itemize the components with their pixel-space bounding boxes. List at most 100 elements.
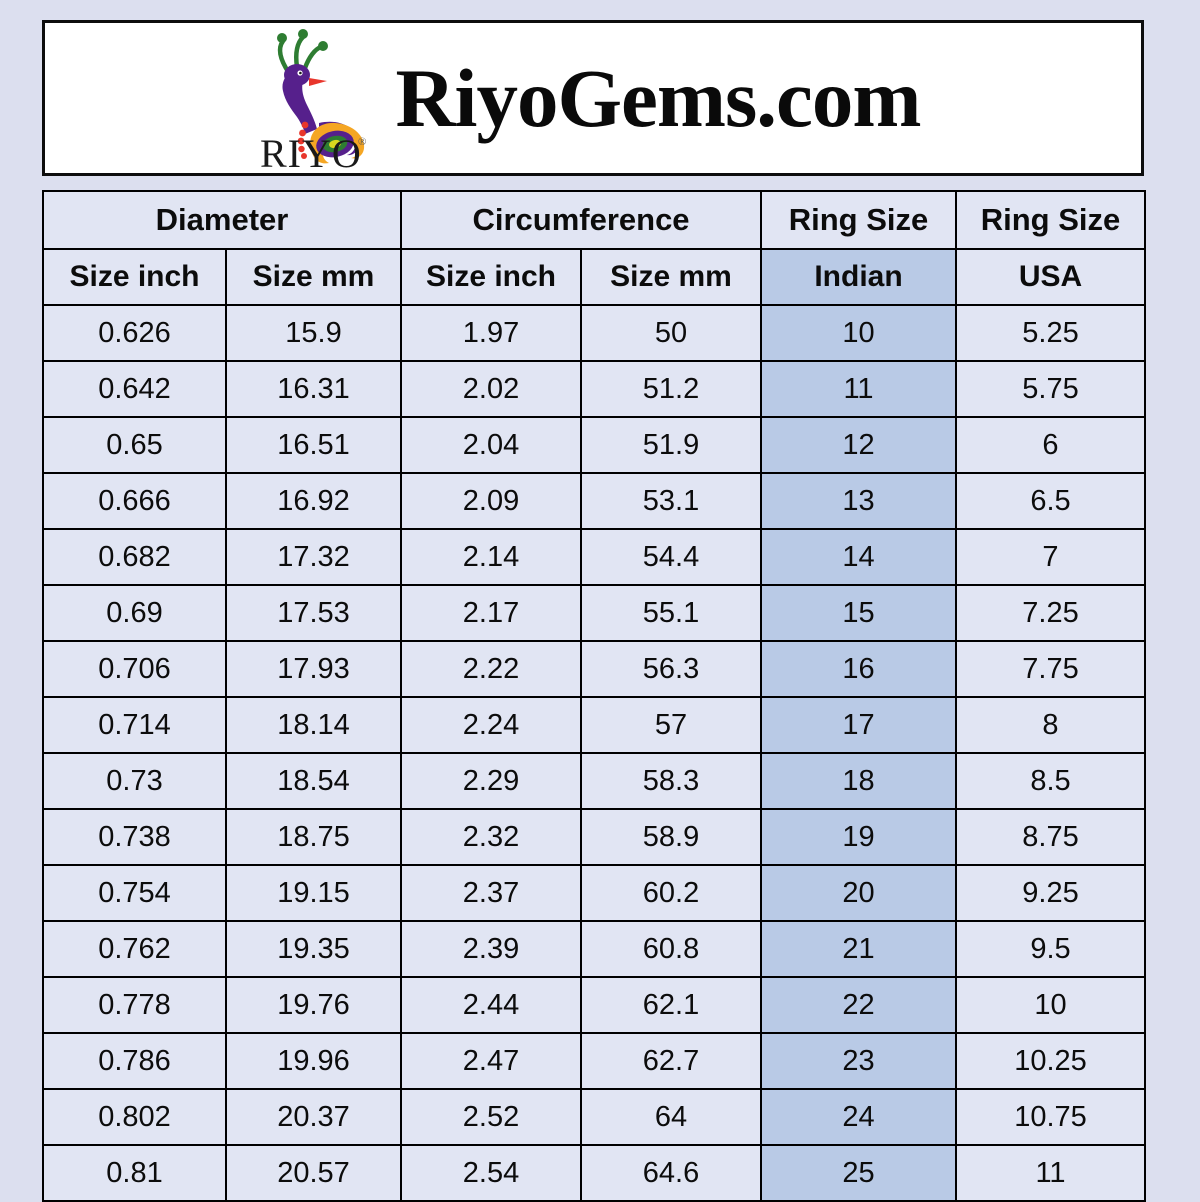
cell-ring-size-indian: 16 bbox=[760, 640, 957, 698]
group-header-circumference: Circumference bbox=[400, 190, 762, 250]
table-row: 0.642 16.31 2.02 51.2 11 5.75 bbox=[42, 360, 1146, 418]
cell-diameter-mm: 19.76 bbox=[225, 976, 402, 1034]
cell-diameter-inch: 0.626 bbox=[42, 304, 227, 362]
cell-diameter-mm: 16.51 bbox=[225, 416, 402, 474]
cell-circumference-inch: 1.97 bbox=[400, 304, 582, 362]
sub-header-circumference-mm: Size mm bbox=[580, 248, 762, 306]
cell-circumference-inch: 2.29 bbox=[400, 752, 582, 810]
cell-ring-size-indian: 17 bbox=[760, 696, 957, 754]
cell-circumference-mm: 60.8 bbox=[580, 920, 762, 978]
cell-circumference-mm: 58.3 bbox=[580, 752, 762, 810]
sub-header-usa: USA bbox=[955, 248, 1146, 306]
cell-ring-size-indian: 13 bbox=[760, 472, 957, 530]
table-row: 0.73 18.54 2.29 58.3 18 8.5 bbox=[42, 752, 1146, 810]
cell-ring-size-indian: 10 bbox=[760, 304, 957, 362]
cell-ring-size-indian: 23 bbox=[760, 1032, 957, 1090]
cell-diameter-inch: 0.706 bbox=[42, 640, 227, 698]
cell-diameter-mm: 17.53 bbox=[225, 584, 402, 642]
cell-circumference-mm: 57 bbox=[580, 696, 762, 754]
table-row: 0.786 19.96 2.47 62.7 23 10.25 bbox=[42, 1032, 1146, 1090]
cell-ring-size-usa: 10.75 bbox=[955, 1088, 1146, 1146]
cell-circumference-mm: 55.1 bbox=[580, 584, 762, 642]
cell-circumference-inch: 2.17 bbox=[400, 584, 582, 642]
svg-text:RIYO: RIYO bbox=[260, 131, 362, 169]
cell-diameter-inch: 0.762 bbox=[42, 920, 227, 978]
cell-ring-size-usa: 7 bbox=[955, 528, 1146, 586]
table-row: 0.714 18.14 2.24 57 17 8 bbox=[42, 696, 1146, 754]
group-header-ring-size-usa: Ring Size bbox=[955, 190, 1146, 250]
cell-circumference-inch: 2.04 bbox=[400, 416, 582, 474]
table-row: 0.682 17.32 2.14 54.4 14 7 bbox=[42, 528, 1146, 586]
cell-ring-size-usa: 10 bbox=[955, 976, 1146, 1034]
cell-diameter-mm: 18.75 bbox=[225, 808, 402, 866]
table-row: 0.81 20.57 2.54 64.6 25 11 bbox=[42, 1144, 1146, 1202]
cell-ring-size-indian: 11 bbox=[760, 360, 957, 418]
cell-circumference-inch: 2.32 bbox=[400, 808, 582, 866]
cell-ring-size-usa: 8.75 bbox=[955, 808, 1146, 866]
svg-text:®: ® bbox=[358, 136, 366, 148]
cell-ring-size-indian: 22 bbox=[760, 976, 957, 1034]
cell-diameter-inch: 0.65 bbox=[42, 416, 227, 474]
table-row: 0.754 19.15 2.37 60.2 20 9.25 bbox=[42, 864, 1146, 922]
cell-circumference-mm: 53.1 bbox=[580, 472, 762, 530]
ring-size-table: Diameter Circumference Ring Size Ring Si… bbox=[42, 190, 1146, 1202]
cell-circumference-mm: 64 bbox=[580, 1088, 762, 1146]
sub-header-diameter-inch: Size inch bbox=[42, 248, 227, 306]
table-row: 0.69 17.53 2.17 55.1 15 7.25 bbox=[42, 584, 1146, 642]
cell-diameter-mm: 20.57 bbox=[225, 1144, 402, 1202]
cell-ring-size-usa: 6.5 bbox=[955, 472, 1146, 530]
table-row: 0.802 20.37 2.52 64 24 10.75 bbox=[42, 1088, 1146, 1146]
table-body: 0.626 15.9 1.97 50 10 5.25 0.642 16.31 2.02 51.2 1… bbox=[42, 304, 1146, 1202]
cell-diameter-inch: 0.81 bbox=[42, 1144, 227, 1202]
cell-circumference-inch: 2.22 bbox=[400, 640, 582, 698]
cell-diameter-inch: 0.714 bbox=[42, 696, 227, 754]
cell-circumference-inch: 2.54 bbox=[400, 1144, 582, 1202]
cell-ring-size-usa: 11 bbox=[955, 1144, 1146, 1202]
cell-diameter-inch: 0.73 bbox=[42, 752, 227, 810]
sub-header-row: Size inch Size mm Size inch Size mm Indi… bbox=[42, 248, 1146, 306]
cell-circumference-mm: 51.2 bbox=[580, 360, 762, 418]
cell-ring-size-usa: 8.5 bbox=[955, 752, 1146, 810]
group-header-ring-size-indian: Ring Size bbox=[760, 190, 957, 250]
brand-banner: RIYO ® RiyoGems.com bbox=[42, 20, 1144, 176]
cell-diameter-mm: 18.54 bbox=[225, 752, 402, 810]
table-row: 0.626 15.9 1.97 50 10 5.25 bbox=[42, 304, 1146, 362]
table-row: 0.666 16.92 2.09 53.1 13 6.5 bbox=[42, 472, 1146, 530]
sub-header-diameter-mm: Size mm bbox=[225, 248, 402, 306]
cell-circumference-inch: 2.02 bbox=[400, 360, 582, 418]
cell-circumference-inch: 2.52 bbox=[400, 1088, 582, 1146]
cell-ring-size-indian: 15 bbox=[760, 584, 957, 642]
table-row: 0.778 19.76 2.44 62.1 22 10 bbox=[42, 976, 1146, 1034]
cell-diameter-mm: 17.93 bbox=[225, 640, 402, 698]
cell-circumference-inch: 2.37 bbox=[400, 864, 582, 922]
cell-circumference-mm: 60.2 bbox=[580, 864, 762, 922]
cell-ring-size-indian: 21 bbox=[760, 920, 957, 978]
brand-title: RiyoGems.com bbox=[395, 51, 921, 144]
cell-diameter-inch: 0.786 bbox=[42, 1032, 227, 1090]
cell-diameter-inch: 0.778 bbox=[42, 976, 227, 1034]
cell-ring-size-indian: 24 bbox=[760, 1088, 957, 1146]
cell-ring-size-indian: 20 bbox=[760, 864, 957, 922]
cell-ring-size-indian: 14 bbox=[760, 528, 957, 586]
cell-circumference-mm: 56.3 bbox=[580, 640, 762, 698]
cell-circumference-inch: 2.24 bbox=[400, 696, 582, 754]
cell-diameter-mm: 17.32 bbox=[225, 528, 402, 586]
cell-diameter-mm: 15.9 bbox=[225, 304, 402, 362]
table-row: 0.706 17.93 2.22 56.3 16 7.75 bbox=[42, 640, 1146, 698]
cell-diameter-inch: 0.802 bbox=[42, 1088, 227, 1146]
cell-circumference-inch: 2.09 bbox=[400, 472, 582, 530]
cell-ring-size-indian: 18 bbox=[760, 752, 957, 810]
cell-ring-size-usa: 7.75 bbox=[955, 640, 1146, 698]
cell-circumference-mm: 62.7 bbox=[580, 1032, 762, 1090]
cell-ring-size-usa: 8 bbox=[955, 696, 1146, 754]
sub-header-indian: Indian bbox=[760, 248, 957, 306]
table-head: Diameter Circumference Ring Size Ring Si… bbox=[42, 190, 1146, 306]
cell-ring-size-usa: 5.75 bbox=[955, 360, 1146, 418]
cell-diameter-inch: 0.642 bbox=[42, 360, 227, 418]
cell-ring-size-usa: 9.5 bbox=[955, 920, 1146, 978]
cell-circumference-mm: 50 bbox=[580, 304, 762, 362]
group-header-diameter: Diameter bbox=[42, 190, 402, 250]
cell-diameter-mm: 16.31 bbox=[225, 360, 402, 418]
cell-circumference-mm: 51.9 bbox=[580, 416, 762, 474]
